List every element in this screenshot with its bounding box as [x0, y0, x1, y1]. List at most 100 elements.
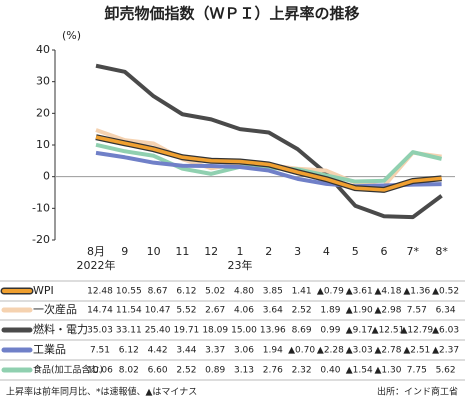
table-value: 8.02 — [119, 366, 139, 376]
table-value: 3.85 — [263, 287, 283, 297]
table-value: 1.41 — [292, 287, 312, 297]
table-value: 7.75 — [407, 366, 427, 376]
y-unit: (%) — [62, 29, 81, 42]
table-value: 2.32 — [292, 366, 312, 376]
table-value: 19.71 — [174, 326, 200, 336]
x-tick-label: 6 — [381, 245, 388, 258]
table-value: 2.52 — [292, 306, 312, 316]
x-tick-label: 8* — [435, 245, 448, 258]
table-value: 11.54 — [116, 306, 142, 316]
table-value: ▲2.98 — [375, 306, 402, 316]
table-value: 4.06 — [234, 306, 254, 316]
y-tick-label: 20 — [36, 106, 50, 119]
y-tick-label: 10 — [36, 138, 50, 151]
table-value: 2.67 — [205, 306, 225, 316]
table-value: 3.64 — [263, 306, 283, 316]
source: 出所：インド商工省 — [377, 386, 458, 398]
table-value: 7.57 — [407, 306, 427, 316]
table-value: 5.02 — [205, 287, 225, 297]
table-value: ▲1.90 — [346, 306, 373, 316]
x-tick-label: 11 — [175, 245, 189, 258]
table-value: 5.62 — [436, 366, 456, 376]
table-value: 25.40 — [145, 326, 171, 336]
table-value: 13.96 — [260, 326, 286, 336]
table-value: 6.60 — [148, 366, 168, 376]
x-tick-label: 12 — [204, 245, 218, 258]
table-value: ▲1.30 — [375, 366, 402, 376]
table-value: 4.42 — [148, 346, 168, 356]
x-tick-label: 9 — [121, 245, 128, 258]
table-value: 1.94 — [263, 346, 283, 356]
table-value: 35.03 — [87, 326, 113, 336]
table-value: ▲0.52 — [432, 287, 459, 297]
table-value: 14.74 — [87, 306, 113, 316]
table-value: 6.12 — [176, 287, 196, 297]
table-value: ▲2.37 — [432, 346, 459, 356]
table-value: 3.44 — [176, 346, 196, 356]
table-value: ▲6.03 — [432, 326, 459, 336]
table-value: ▲9.17 — [346, 326, 373, 336]
table-value: ▲1.36 — [403, 287, 430, 297]
footnote: 上昇率は前年同月比、*は速報値、▲はマイナス — [6, 386, 197, 398]
table-value: ▲3.03 — [346, 346, 373, 356]
x-tick-label: 1 — [237, 245, 244, 258]
table-value: ▲12.79 — [400, 326, 433, 336]
table-value: 12.48 — [87, 287, 113, 297]
chart-title: 卸売物価指数（ＷＰＩ）上昇率の推移 — [104, 5, 359, 23]
series-line — [95, 150, 442, 189]
table-value: 33.11 — [116, 326, 142, 336]
table-value: 6.12 — [119, 346, 139, 356]
series-line — [95, 63, 443, 220]
table-value: 4.80 — [234, 287, 254, 297]
x-tick-label: 3 — [294, 245, 301, 258]
table-value: 8.69 — [292, 326, 312, 336]
table-value: ▲4.18 — [375, 287, 402, 297]
year-label: 23年 — [228, 258, 253, 272]
table-value: ▲2.28 — [317, 346, 344, 356]
table-value: 6.34 — [436, 306, 456, 316]
table-value: 1.89 — [320, 306, 340, 316]
legend-label: WPI — [33, 284, 54, 297]
x-tick-label: 5 — [352, 245, 359, 258]
x-tick-label: 7* — [407, 245, 420, 258]
table-value: 2.52 — [176, 366, 196, 376]
x-tick-label: 2 — [265, 245, 272, 258]
legend-label: 食品(加工品含む) — [33, 364, 103, 376]
y-tick-label: -20 — [32, 233, 50, 246]
x-tick-label: 8月 — [87, 245, 105, 258]
table-value: 3.06 — [234, 346, 254, 356]
table-value: 5.52 — [176, 306, 196, 316]
table-value: ▲1.54 — [346, 366, 373, 376]
series-line — [95, 135, 442, 192]
table-value: 15.00 — [231, 326, 257, 336]
table-value: ▲2.78 — [375, 346, 402, 356]
table-value: ▲0.79 — [317, 287, 344, 297]
table-value: 3.37 — [205, 346, 225, 356]
y-tick-label: 40 — [36, 43, 50, 56]
table-value: 0.99 — [320, 326, 340, 336]
table-value: 10.06 — [87, 366, 113, 376]
table-value: 10.55 — [116, 287, 142, 297]
table-value: ▲2.51 — [403, 346, 430, 356]
table-value: 3.13 — [234, 366, 254, 376]
legend-label: 工業品 — [33, 343, 66, 356]
table-value: ▲0.70 — [288, 346, 315, 356]
series-line — [95, 142, 443, 184]
y-tick-label: 0 — [43, 170, 50, 183]
table-value: ▲3.61 — [346, 287, 373, 297]
table-value: ▲12.51 — [372, 326, 405, 336]
x-tick-label: 10 — [147, 245, 161, 258]
legend-label: 燃料・電力 — [33, 322, 88, 336]
y-tick-label: -10 — [32, 201, 50, 214]
table-value: 0.40 — [320, 366, 340, 376]
y-tick-label: 30 — [36, 75, 50, 88]
legend-label: 一次産品 — [33, 302, 77, 316]
table-value: 18.09 — [202, 326, 228, 336]
x-tick-label: 4 — [323, 245, 330, 258]
table-value: 10.47 — [145, 306, 171, 316]
table-value: 0.89 — [205, 366, 225, 376]
table-value: 2.76 — [263, 366, 283, 376]
year-label: 2022年 — [77, 258, 116, 272]
table-value: 7.51 — [90, 346, 110, 356]
